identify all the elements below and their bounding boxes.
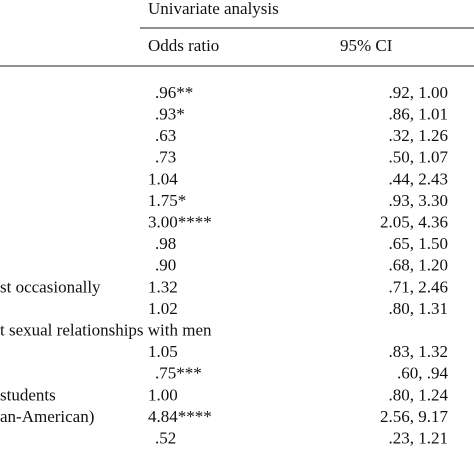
odds-ratio: 1.00 [148, 385, 178, 404]
odds-ratio: 1.32 [148, 277, 178, 296]
odds-ratio: .73 [155, 148, 176, 167]
confidence-interval: .60, .94 [397, 364, 449, 383]
odds-ratio: 3.00**** [148, 213, 212, 232]
confidence-interval: .93, 3.30 [389, 191, 449, 210]
odds-ratio: .90 [155, 256, 176, 275]
odds-ratio: 1.75* [148, 191, 186, 210]
odds-ratio: 4.84**** [148, 407, 212, 426]
confidence-interval: .23, 1.21 [389, 429, 449, 448]
confidence-interval: .65, 1.50 [389, 234, 449, 253]
confidence-interval: .80, 1.31 [389, 299, 449, 318]
confidence-interval: .44, 2.43 [389, 169, 449, 188]
confidence-interval: .86, 1.01 [389, 105, 449, 124]
column-header: 95% CI [340, 36, 393, 55]
odds-ratio: .52 [155, 429, 176, 448]
odds-ratio: .96** [155, 83, 193, 102]
confidence-interval: .50, 1.07 [389, 148, 449, 167]
confidence-interval: .68, 1.20 [389, 256, 449, 275]
group-header: Univariate analysis [148, 0, 279, 18]
odds-ratio: .75*** [155, 364, 202, 383]
odds-ratio: .98 [155, 234, 176, 253]
confidence-interval: .71, 2.46 [389, 277, 449, 296]
odds-ratio: 1.04 [148, 169, 178, 188]
odds-ratio: 1.05 [148, 342, 178, 361]
column-header: Odds ratio [148, 36, 219, 55]
odds-ratio: 1.02 [148, 299, 178, 318]
odds-ratio: .93* [155, 105, 185, 124]
confidence-interval: 2.56, 9.17 [380, 407, 449, 426]
confidence-interval: 2.05, 4.36 [380, 213, 448, 232]
confidence-interval: .32, 1.26 [389, 126, 449, 145]
confidence-interval: .83, 1.32 [389, 342, 449, 361]
row-label: st occasionally [0, 277, 101, 296]
confidence-interval: .92, 1.00 [389, 83, 449, 102]
row-label: t sexual relationships with men [0, 321, 212, 340]
confidence-interval: .80, 1.24 [389, 385, 449, 404]
odds-ratio: .63 [155, 126, 176, 145]
row-label: students [0, 385, 56, 404]
row-label: an-American) [0, 407, 94, 426]
